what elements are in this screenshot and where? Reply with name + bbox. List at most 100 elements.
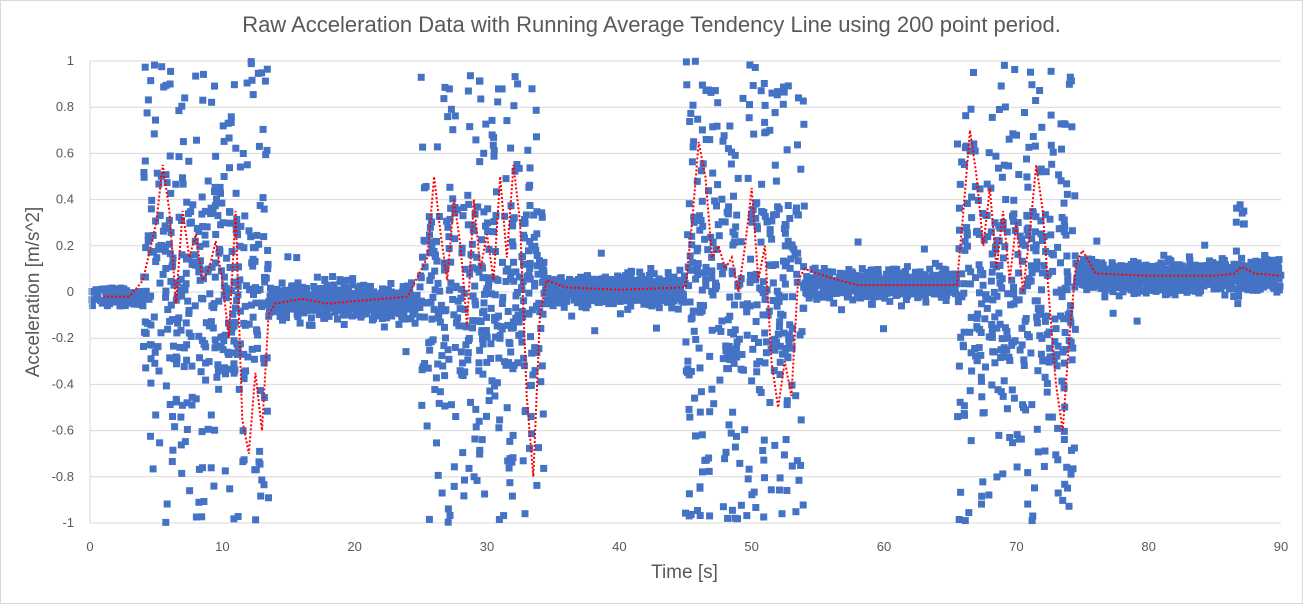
raw-data-point [105, 285, 113, 293]
raw-data-point [185, 157, 193, 165]
raw-data-point [650, 270, 658, 278]
raw-data-point [718, 195, 726, 203]
raw-data-point [991, 219, 999, 227]
raw-data-point [226, 485, 234, 493]
raw-data-point [978, 300, 986, 308]
raw-data-point [182, 280, 190, 288]
raw-data-point [526, 259, 534, 267]
raw-data-point [920, 245, 928, 253]
raw-data-point [1025, 212, 1033, 220]
raw-data-point [768, 89, 776, 97]
raw-data-point [1195, 262, 1203, 270]
raw-data-point [184, 253, 192, 261]
raw-data-point [446, 183, 454, 191]
raw-data-point [452, 282, 460, 290]
raw-data-point [431, 286, 439, 294]
raw-data-point [505, 359, 513, 367]
raw-data-point [334, 315, 341, 323]
raw-data-point [423, 299, 431, 307]
raw-data-point [1114, 280, 1122, 288]
raw-data-point [499, 293, 507, 301]
raw-data-point [428, 315, 436, 323]
raw-data-point [367, 306, 374, 314]
raw-data-point [179, 174, 186, 182]
raw-data-point [514, 80, 522, 88]
raw-data-point [1047, 231, 1055, 239]
raw-data-point [773, 287, 781, 295]
raw-data-point [1105, 283, 1113, 291]
raw-data-point [512, 304, 520, 312]
axes: 10.80.60.40.20-0.2-0.4-0.6-0.8-10 10 20 30 4… [52, 53, 1289, 554]
raw-data-point [692, 275, 700, 283]
raw-data-point [568, 312, 576, 320]
raw-data-point [478, 327, 486, 335]
raw-data-point [1224, 265, 1232, 272]
raw-data-point [736, 459, 744, 467]
raw-data-point [285, 288, 293, 296]
raw-data-point [760, 80, 768, 87]
raw-data-point [225, 134, 233, 142]
raw-data-point [180, 363, 188, 371]
raw-data-point [162, 287, 170, 295]
raw-data-point [461, 476, 468, 484]
raw-data-point [1028, 81, 1036, 89]
raw-data-point [236, 163, 244, 171]
raw-data-point [485, 397, 493, 404]
raw-data-point [441, 323, 448, 331]
raw-data-point [94, 291, 102, 299]
raw-data-point [315, 311, 323, 319]
raw-data-point [1047, 141, 1055, 149]
raw-data-point [227, 365, 235, 373]
raw-data-point [273, 285, 281, 293]
raw-data-point [1066, 73, 1074, 81]
raw-data-point [111, 293, 119, 301]
raw-data-point [700, 269, 707, 277]
raw-data-point [244, 353, 252, 361]
raw-data-point [213, 373, 221, 381]
raw-data-point [1041, 447, 1049, 455]
raw-data-point [519, 457, 527, 465]
raw-data-point [616, 310, 624, 318]
raw-data-point [1057, 286, 1065, 294]
raw-data-point [711, 87, 719, 95]
raw-data-point [236, 242, 244, 250]
raw-data-point [584, 301, 592, 309]
raw-data-point [371, 307, 379, 315]
raw-data-point [752, 504, 760, 511]
raw-data-point [1144, 271, 1152, 278]
raw-data-point [780, 329, 788, 337]
raw-data-point [280, 313, 288, 321]
raw-data-point [857, 278, 864, 285]
raw-data-point [1034, 448, 1042, 456]
raw-data-point [982, 363, 989, 371]
raw-data-point [141, 328, 148, 336]
raw-data-point [973, 356, 981, 364]
raw-data-point [325, 312, 333, 320]
raw-data-point [473, 253, 481, 261]
raw-data-point [985, 149, 993, 157]
raw-data-point [998, 335, 1006, 343]
raw-data-point [958, 293, 966, 301]
raw-data-point [459, 372, 467, 379]
raw-data-point [230, 515, 238, 523]
raw-data-point [995, 237, 1003, 245]
raw-data-point [88, 288, 96, 295]
raw-data-point [602, 284, 610, 292]
raw-data-point [369, 299, 376, 307]
raw-data-point [261, 77, 269, 85]
raw-data-point [164, 325, 172, 333]
raw-data-point [1054, 342, 1062, 350]
raw-data-point [682, 509, 689, 517]
raw-data-point [733, 353, 741, 361]
raw-data-point [867, 282, 875, 290]
raw-data-point [440, 259, 448, 267]
raw-data-point [213, 195, 220, 203]
raw-data-point [1230, 260, 1238, 268]
raw-data-point [974, 196, 982, 204]
raw-data-point [470, 227, 478, 235]
raw-data-point [708, 326, 716, 334]
raw-data-point [249, 285, 257, 293]
raw-data-point [166, 80, 174, 88]
raw-data-point [208, 302, 216, 310]
raw-data-point [759, 447, 767, 454]
